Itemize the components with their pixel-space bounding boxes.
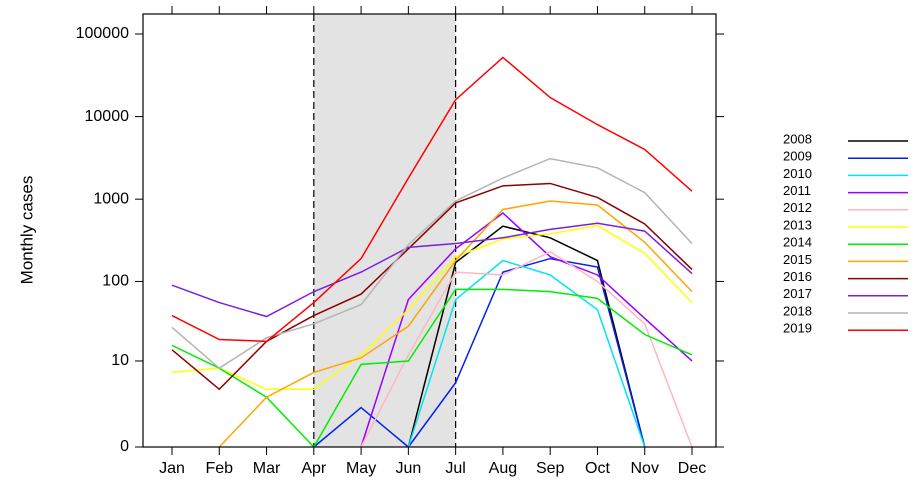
x-tick-label: Jan [159,460,185,477]
legend-label: 2014 [783,235,812,250]
series-line [171,157,693,370]
legend-label: 2008 [783,131,812,146]
legend-label: 2011 [783,183,811,198]
x-tick-label: Oct [585,460,610,477]
x-tick-label: Aug [489,460,517,477]
series-line [360,250,693,448]
series-line [407,225,646,448]
series-line [171,56,693,343]
x-tick-label: Sep [536,460,565,477]
legend-label: 2015 [783,252,812,267]
series-line [313,257,646,449]
legend-label: 2013 [783,217,812,232]
y-tick-label: 100000 [76,25,129,42]
series-line [171,222,693,318]
legend-label: 2018 [783,303,812,318]
series-line [360,212,693,448]
legend-label: 2012 [783,200,812,215]
legend-label: 2019 [783,321,812,336]
y-tick-label: 10 [111,352,129,369]
x-tick-label: Jul [445,460,465,477]
legend-label: 2016 [783,269,812,284]
series-line [171,182,693,391]
y-tick-label: 100 [102,273,129,290]
series-line [407,259,646,448]
y-axis-label: Monthly cases [17,176,36,285]
x-tick-label: Apr [301,460,327,477]
series-line [171,224,693,391]
y-tick-label: 10000 [85,108,130,125]
legend-label: 2017 [783,286,812,301]
y-tick-label: 0 [120,438,129,455]
legend-label: 2009 [783,149,812,164]
x-tick-label: May [346,460,376,477]
x-tick-label: Feb [205,460,233,477]
x-tick-label: Jun [395,460,421,477]
x-tick-label: Mar [253,460,281,477]
series-line [171,288,693,449]
x-tick-label: Nov [631,460,659,477]
series-line [218,200,693,448]
x-tick-label: Dec [678,460,706,477]
legend-label: 2010 [783,166,812,181]
shaded-region [313,14,456,447]
y-tick-label: 1000 [93,190,129,207]
plot-frame [142,13,717,448]
